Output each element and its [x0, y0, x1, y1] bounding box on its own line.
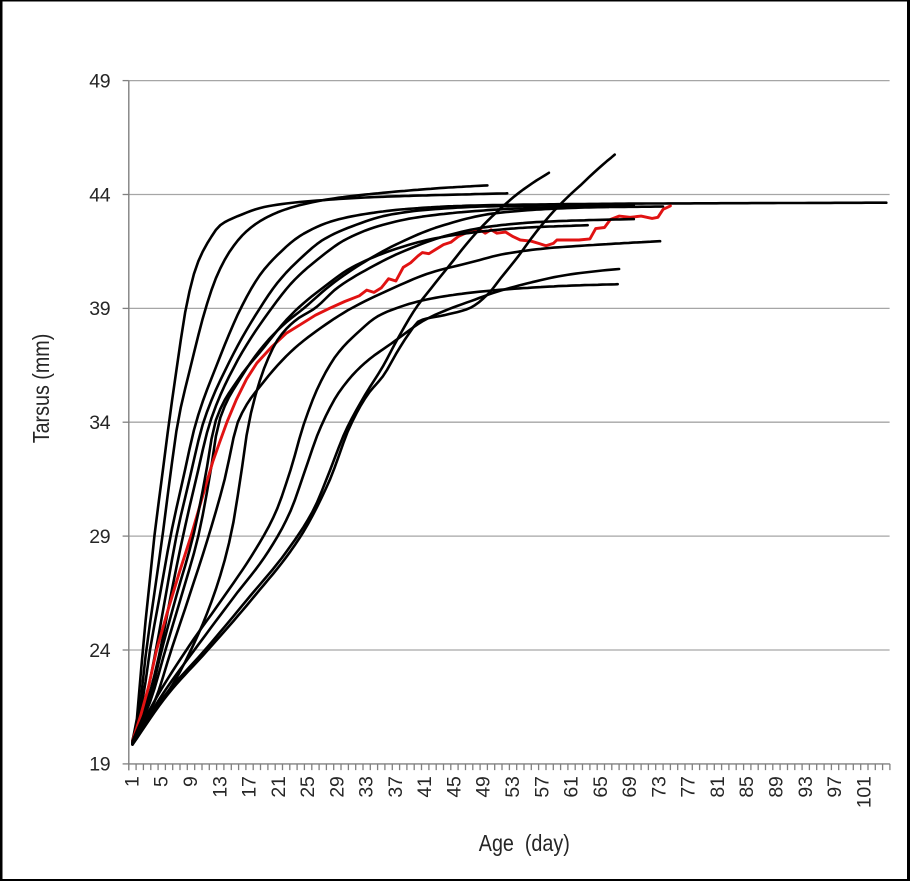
svg-text:Age (day): Age (day) — [479, 830, 570, 857]
svg-text:25: 25 — [297, 776, 319, 798]
svg-text:77: 77 — [678, 777, 700, 798]
svg-text:57: 57 — [531, 777, 553, 798]
svg-text:19: 19 — [89, 754, 110, 776]
svg-text:Tarsus (mm): Tarsus (mm) — [27, 334, 54, 444]
svg-text:29: 29 — [326, 777, 348, 798]
svg-text:21: 21 — [268, 777, 290, 798]
svg-text:1: 1 — [122, 777, 144, 788]
svg-text:13: 13 — [209, 777, 231, 798]
svg-text:65: 65 — [590, 776, 612, 798]
svg-text:17: 17 — [239, 777, 261, 798]
svg-text:44: 44 — [89, 184, 111, 206]
svg-text:73: 73 — [648, 777, 670, 798]
svg-text:41: 41 — [414, 777, 436, 798]
svg-text:81: 81 — [707, 777, 729, 798]
svg-text:37: 37 — [385, 777, 407, 798]
svg-text:61: 61 — [561, 777, 583, 798]
svg-text:33: 33 — [356, 777, 378, 798]
svg-text:5: 5 — [151, 776, 173, 787]
svg-text:9: 9 — [180, 777, 202, 788]
svg-text:49: 49 — [473, 777, 495, 798]
svg-text:24: 24 — [89, 640, 111, 662]
svg-text:29: 29 — [89, 526, 110, 548]
svg-text:53: 53 — [502, 777, 524, 798]
svg-text:89: 89 — [766, 777, 788, 798]
svg-text:85: 85 — [736, 776, 758, 798]
svg-text:49: 49 — [89, 70, 110, 92]
svg-text:97: 97 — [824, 777, 846, 798]
svg-text:101: 101 — [853, 777, 875, 809]
svg-text:69: 69 — [619, 777, 641, 798]
svg-text:34: 34 — [89, 412, 111, 434]
svg-text:93: 93 — [795, 777, 817, 798]
svg-text:45: 45 — [444, 776, 466, 798]
svg-text:39: 39 — [89, 298, 110, 320]
